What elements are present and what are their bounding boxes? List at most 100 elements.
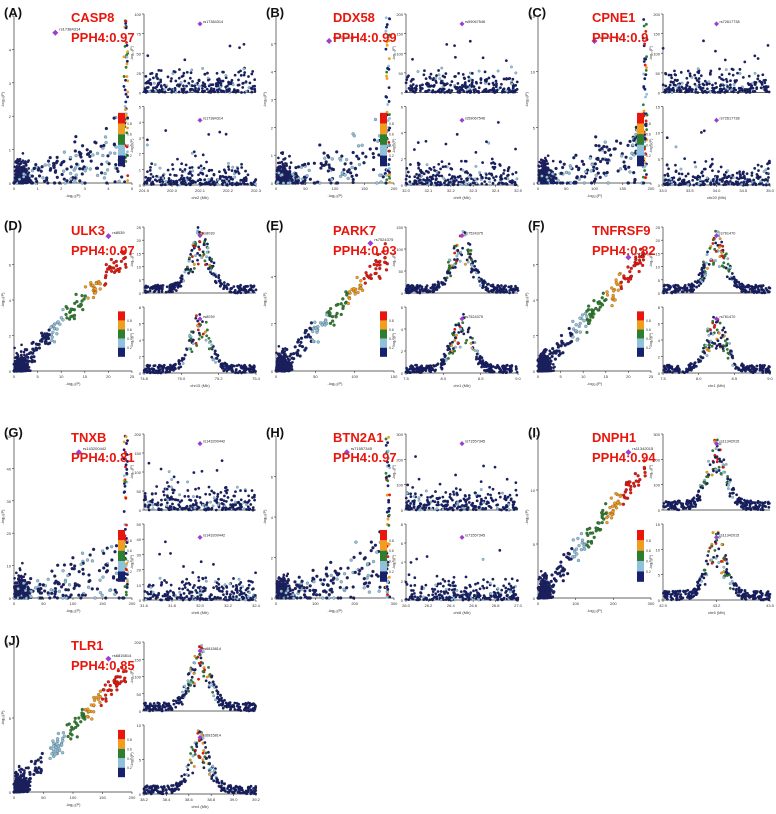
- scatter-point: [88, 167, 92, 171]
- scatter-point: [275, 351, 278, 355]
- region-point: [205, 250, 209, 254]
- scatter-ytick: 4: [9, 47, 12, 52]
- region-point: [179, 276, 183, 280]
- scatter-point: [357, 157, 361, 161]
- region-lead-label: rs8039: [203, 315, 215, 319]
- scatter-ytick: 6: [271, 14, 274, 19]
- region-point: [472, 89, 476, 93]
- scatter-point: [27, 369, 31, 373]
- scatter-point: [126, 79, 130, 83]
- region-point: [726, 85, 729, 88]
- region-point: [719, 87, 723, 91]
- scatter-ytick: 5: [9, 14, 12, 19]
- region-point: [187, 347, 191, 351]
- region-point: [449, 167, 453, 170]
- region-top-ytick: 25: [137, 71, 142, 76]
- region-point: [726, 180, 729, 184]
- region-point: [182, 84, 185, 88]
- region-point: [199, 171, 202, 175]
- region-point: [680, 85, 684, 89]
- region-point: [166, 75, 170, 79]
- region-point: [237, 83, 241, 87]
- scatter-point: [46, 342, 50, 346]
- ld-legend-swatch: [637, 144, 644, 156]
- region-point: [756, 57, 760, 60]
- region-point: [194, 254, 197, 257]
- region-point: [515, 177, 519, 181]
- ld-legend-swatch: [637, 123, 644, 135]
- region-point: [738, 67, 742, 71]
- region-point: [146, 290, 150, 294]
- scatter-point: [388, 17, 391, 21]
- region-point: [227, 175, 231, 179]
- scatter-point: [605, 145, 609, 149]
- scatter-point: [23, 348, 27, 352]
- scatter-ytick: 0: [271, 181, 274, 186]
- region-point: [167, 366, 171, 370]
- scatter-point: [104, 126, 108, 131]
- scatter-point: [113, 180, 117, 184]
- scatter-point: [103, 283, 107, 287]
- region-point: [241, 82, 245, 85]
- region-point: [209, 266, 213, 270]
- region-point: [189, 252, 193, 256]
- region-point: [431, 89, 435, 92]
- region-point: [511, 85, 515, 89]
- region-point: [197, 87, 200, 91]
- ld-legend-swatch: [118, 112, 125, 124]
- scatter-point: [15, 159, 19, 162]
- scatter-point: [12, 362, 16, 366]
- region-top-ytick: 0: [401, 91, 404, 96]
- region-point: [145, 89, 149, 93]
- scatter-point: [277, 156, 280, 160]
- scatter-point: [596, 156, 600, 160]
- scatter-point: [105, 181, 109, 185]
- scatter-point: [281, 181, 286, 185]
- scatter-point: [60, 172, 64, 177]
- scatter-xtick: 5: [131, 186, 134, 191]
- region-point: [148, 286, 152, 290]
- scatter-point: [126, 90, 130, 94]
- region-point: [751, 86, 755, 90]
- region-ylabel: -log₁₀(P): [649, 138, 653, 153]
- scatter-point: [388, 116, 391, 120]
- region-point: [169, 363, 172, 367]
- region-point: [709, 90, 712, 94]
- region-point: [253, 84, 257, 88]
- region-point: [695, 84, 699, 88]
- scatter-point: [633, 177, 637, 182]
- region-point: [421, 83, 424, 87]
- region-point: [178, 359, 181, 363]
- region-point: [456, 90, 460, 94]
- region-point: [228, 44, 232, 48]
- scatter-xtick: 0: [13, 186, 16, 191]
- scatter-point: [19, 365, 23, 369]
- region-point: [684, 174, 688, 178]
- scatter-point: [21, 159, 25, 162]
- gene-name: ULK3: [71, 223, 105, 238]
- region-point: [244, 289, 247, 293]
- scatter-point: [364, 155, 368, 159]
- scatter-point: [31, 351, 35, 355]
- scatter-point: [41, 176, 45, 180]
- region-point: [444, 179, 448, 183]
- region-point: [217, 274, 221, 277]
- scatter-point: [645, 113, 649, 117]
- region-point: [196, 258, 199, 262]
- scatter-point: [598, 175, 602, 179]
- region-point: [451, 175, 454, 178]
- scatter-point: [295, 174, 299, 178]
- scatter-xtick: 150: [361, 186, 368, 191]
- region-point: [196, 226, 200, 229]
- scatter-point: [624, 155, 628, 159]
- scatter-point: [618, 141, 623, 145]
- region-point: [702, 39, 705, 43]
- scatter-point: [340, 171, 344, 175]
- scatter-point: [73, 176, 77, 180]
- scatter-point: [384, 95, 388, 98]
- region-point: [674, 169, 678, 173]
- scatter-point: [543, 171, 547, 175]
- scatter-ytick: 0: [9, 181, 12, 186]
- region-point: [234, 371, 237, 374]
